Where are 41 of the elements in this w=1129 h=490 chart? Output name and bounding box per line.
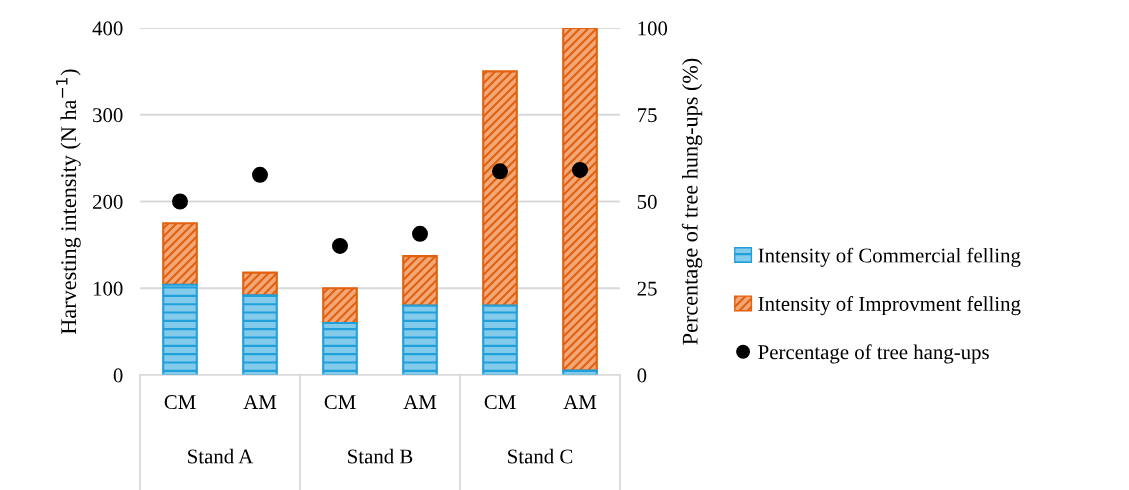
- y2-tick-label: 50: [637, 194, 657, 209]
- x-tick-label: CM: [324, 395, 356, 410]
- y-tick-label: 100: [93, 281, 123, 296]
- bar: [562, 28, 598, 372]
- legend-label: Intensity of Commercial felling: [758, 247, 1021, 267]
- bar: [242, 271, 278, 297]
- y2-tick-label: 100: [638, 21, 668, 36]
- x-tick-label: CM: [484, 395, 516, 410]
- legend-label: Percentage of tree hang-ups: [758, 344, 989, 364]
- y-tick-label: 200: [93, 194, 123, 209]
- x-tick-label: AM: [243, 395, 277, 409]
- y-axis-title: Harvesting intensity (N ha$^{−1}$): [56, 69, 81, 335]
- point: [572, 161, 588, 178]
- bar: [162, 222, 198, 286]
- x-tick-label: AM: [403, 395, 437, 409]
- bar: [402, 255, 438, 307]
- y2-tick-label: 75: [638, 108, 657, 123]
- bar: [162, 283, 198, 375]
- point: [172, 193, 188, 210]
- point: [252, 166, 268, 183]
- point: [492, 163, 508, 180]
- point: [412, 225, 428, 242]
- text: Stand B: [348, 448, 413, 464]
- x-tick-label: CM: [164, 395, 196, 410]
- y2-axis-title: Percentage of tree hung-ups (%): [681, 58, 703, 345]
- legend-label: Intensity of Improvment felling: [758, 296, 1021, 316]
- bar: [482, 304, 518, 375]
- bar: [242, 294, 278, 375]
- bar: [402, 304, 438, 375]
- bar: [482, 70, 518, 307]
- y2-tick-label: 25: [637, 281, 657, 296]
- text: Stand C: [508, 448, 573, 464]
- point: [332, 237, 348, 254]
- y2-tick-label: 0: [637, 368, 647, 383]
- y-tick-label: 400: [92, 21, 123, 36]
- y-tick-label: 0: [113, 368, 123, 383]
- y-tick-label: 300: [93, 108, 123, 123]
- bar: [322, 321, 358, 375]
- bar: [322, 287, 358, 324]
- text: Stand A: [188, 448, 254, 464]
- x-tick-label: AM: [563, 395, 597, 409]
